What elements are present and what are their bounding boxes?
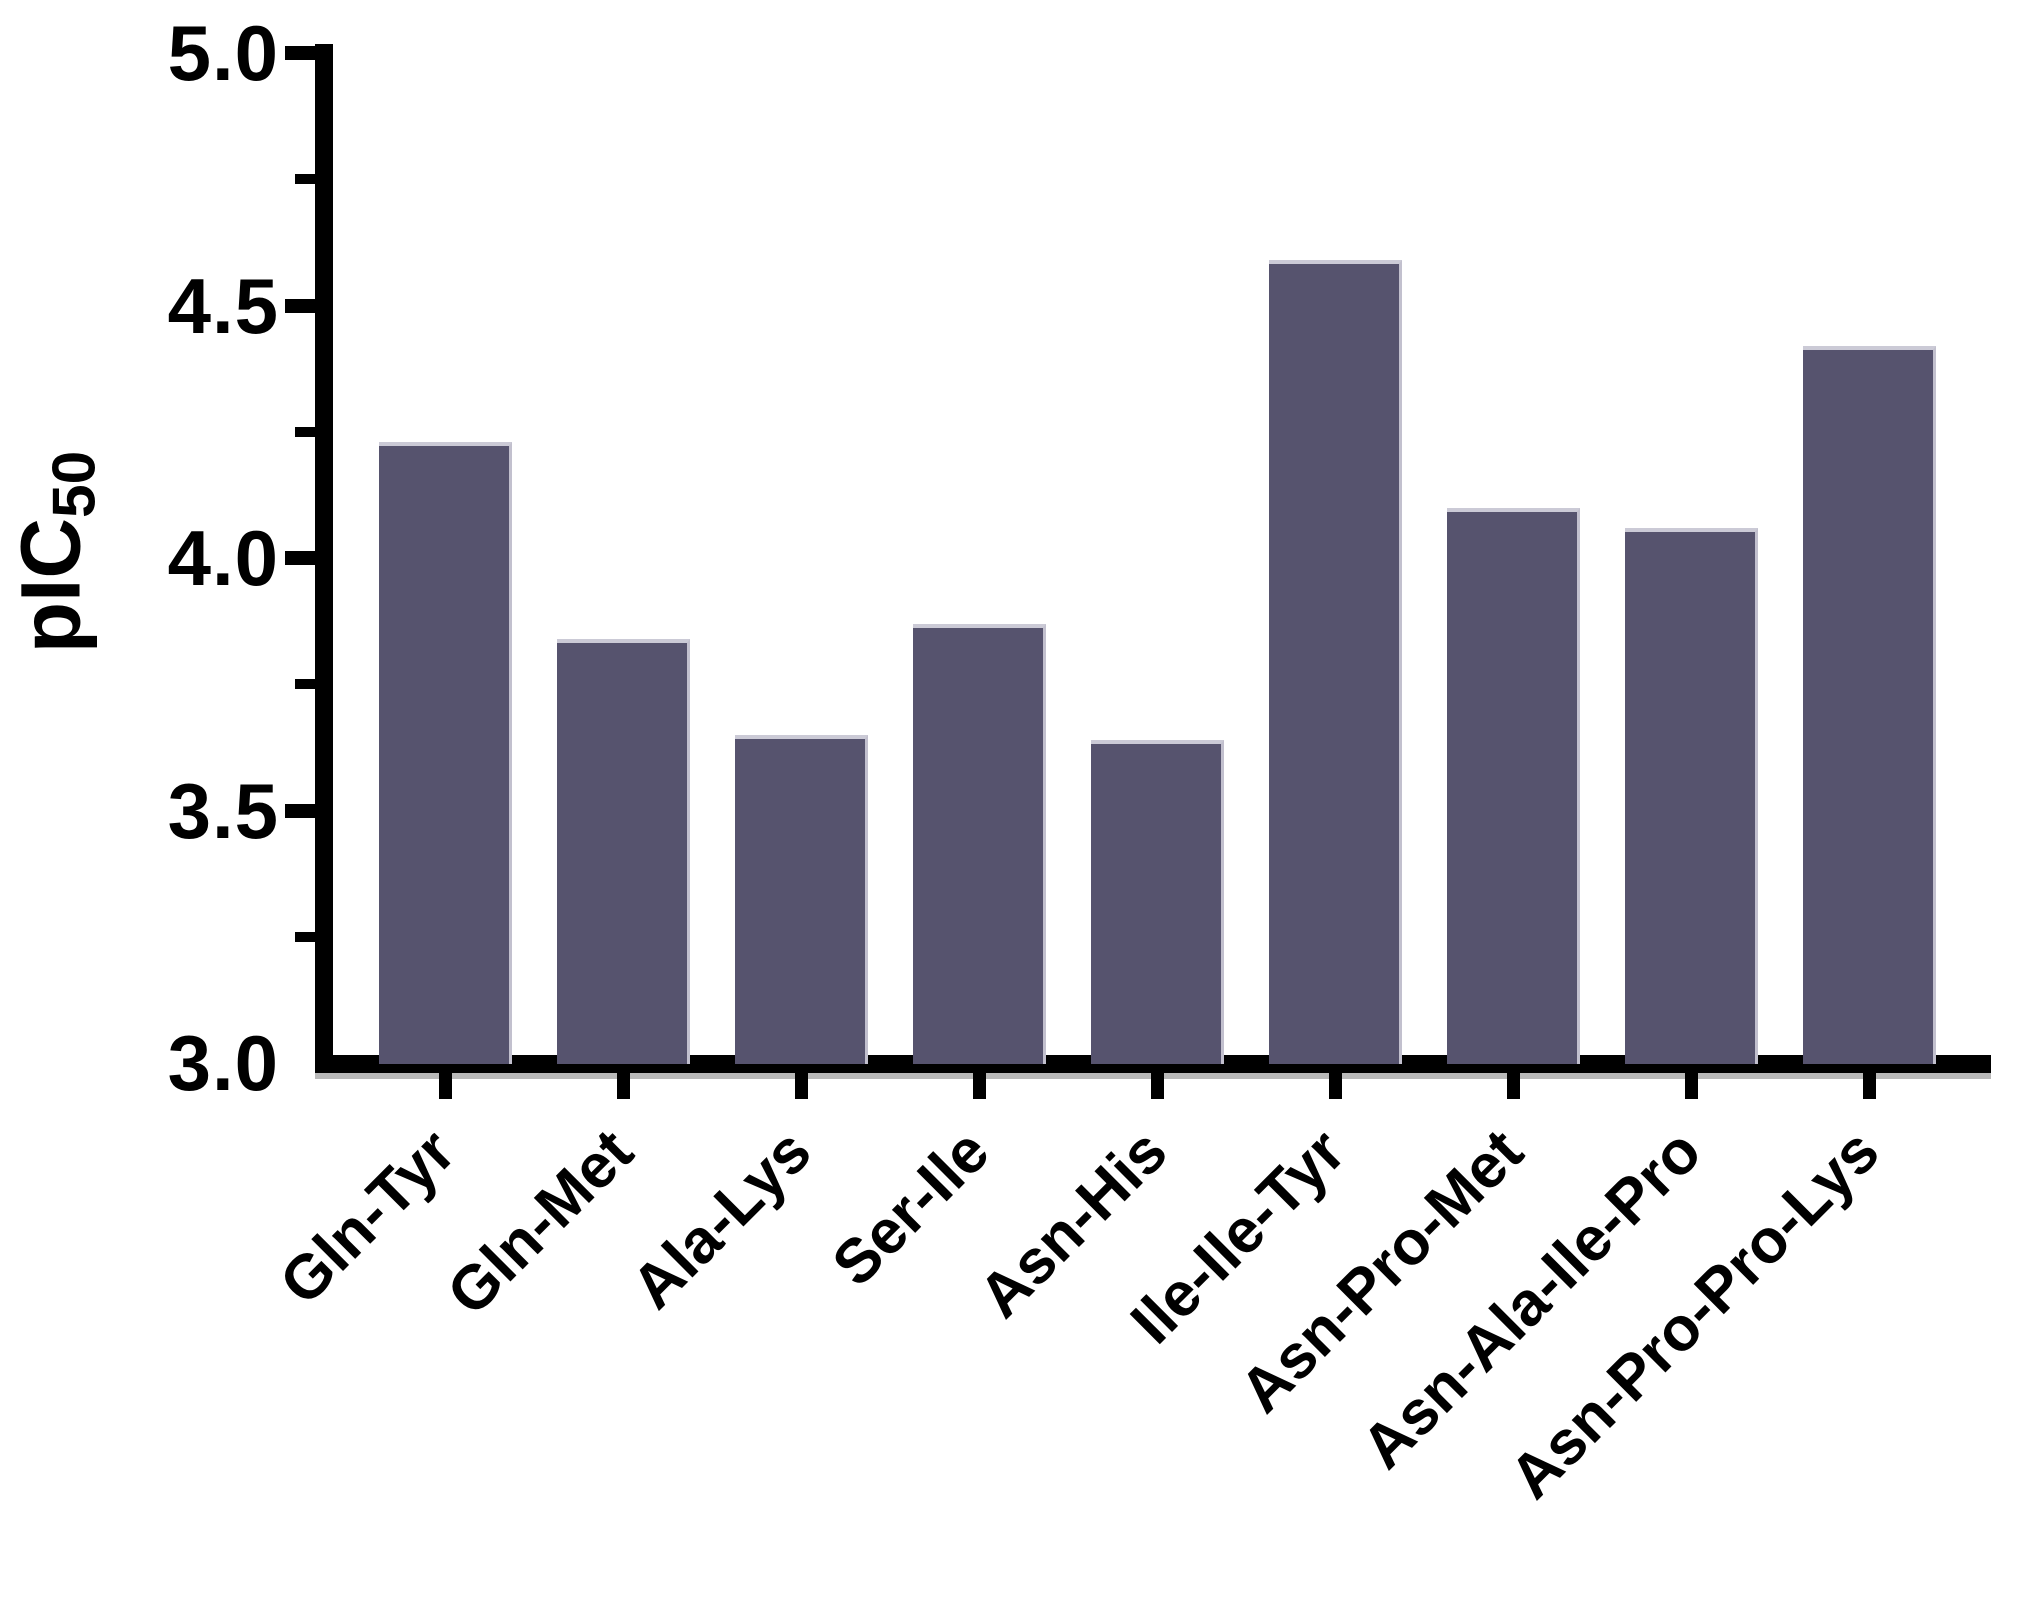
- y-minor-tick: [295, 931, 315, 942]
- y-minor-tick: [295, 174, 315, 185]
- bar: [1091, 739, 1224, 1064]
- y-tick-label: 4.5: [167, 261, 279, 350]
- x-tick: [1329, 1073, 1342, 1099]
- y-tick-label: 4.0: [167, 514, 279, 602]
- x-tick: [973, 1073, 986, 1099]
- bar: [1625, 527, 1758, 1064]
- y-minor-tick: [295, 426, 315, 437]
- x-tick: [617, 1073, 630, 1099]
- y-tick-label: 3.5: [167, 766, 279, 855]
- x-tick: [1863, 1073, 1876, 1099]
- x-tick: [795, 1073, 808, 1099]
- bar: [913, 623, 1046, 1064]
- bar: [557, 638, 690, 1064]
- y-minor-tick: [295, 679, 315, 690]
- x-tick: [439, 1073, 452, 1099]
- x-tick: [1151, 1073, 1164, 1099]
- x-tick: [1507, 1073, 1520, 1099]
- y-tick-label: 5.0: [167, 9, 279, 97]
- bar: [1803, 345, 1936, 1064]
- bar: [1269, 260, 1402, 1064]
- x-tick: [1685, 1073, 1698, 1099]
- bar: [379, 441, 512, 1064]
- y-major-tick: [285, 803, 315, 818]
- y-major-tick: [285, 298, 315, 313]
- bar: [735, 734, 868, 1064]
- y-axis-line: [315, 44, 333, 1073]
- y-major-tick: [285, 46, 315, 60]
- y-tick-label: 3.0: [167, 1019, 279, 1107]
- y-major-tick: [285, 551, 315, 565]
- bar: [1447, 507, 1580, 1064]
